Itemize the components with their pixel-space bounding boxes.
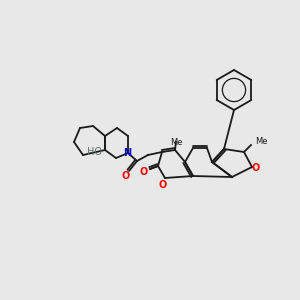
Text: Me: Me — [170, 138, 182, 147]
Text: O: O — [252, 163, 260, 173]
Text: O: O — [122, 171, 130, 181]
Text: Me: Me — [255, 136, 268, 146]
Text: HO: HO — [88, 147, 103, 157]
Text: O: O — [159, 180, 167, 190]
Text: N: N — [123, 148, 131, 158]
Text: O: O — [140, 167, 148, 177]
